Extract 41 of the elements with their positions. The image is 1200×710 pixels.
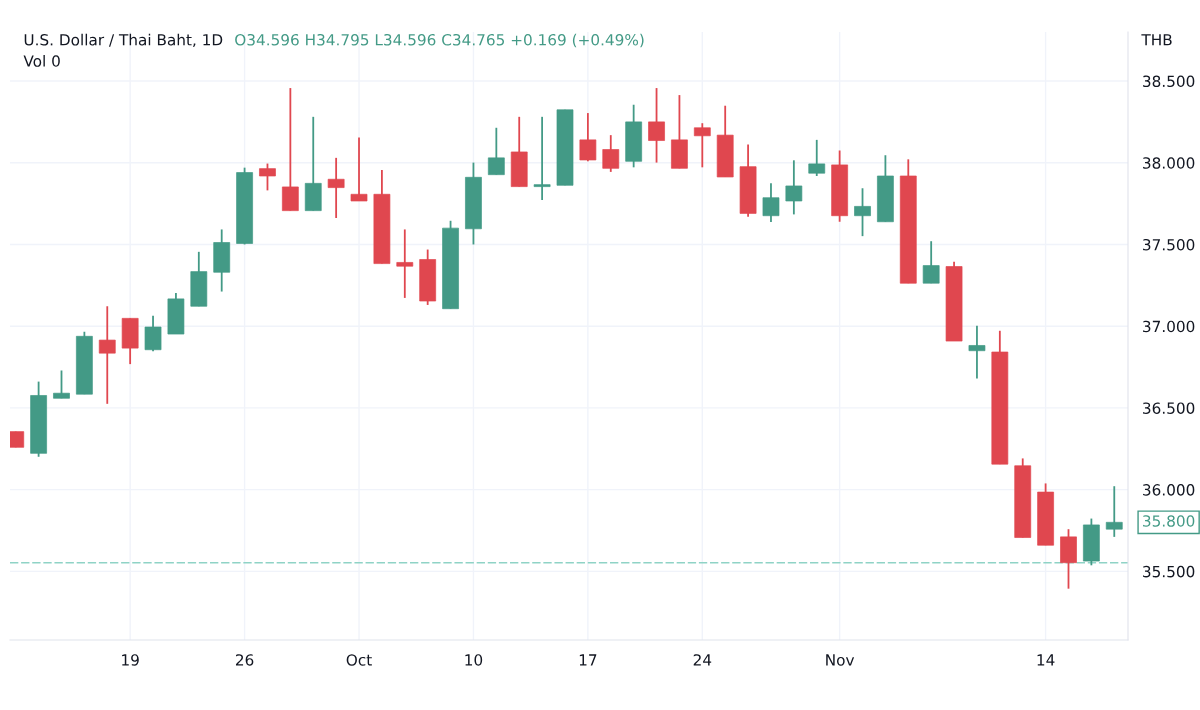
candlestick — [648, 87, 665, 164]
annotation: O34.596 H34.795 L34.596 C34.765 +0.169 (+0.49%) — [235, 33, 644, 48]
y-tick-label: 36.000 — [1143, 484, 1195, 496]
text: 35.800 — [1143, 515, 1195, 527]
candlestick — [350, 136, 368, 202]
candlestick — [968, 324, 986, 380]
x-tick-label: 19 — [122, 654, 139, 666]
candlestick — [602, 134, 620, 173]
x-tick-label: 14 — [1037, 654, 1055, 666]
annotation: U.S. Dollar / Thai Baht, 1D — [24, 33, 223, 48]
x-tick-label: 10 — [465, 654, 483, 666]
candlestick — [808, 138, 826, 177]
candlestick — [762, 182, 780, 223]
candlestick — [53, 369, 70, 400]
candlestick — [396, 228, 414, 299]
y-tick-label: 36.500 — [1143, 402, 1195, 414]
candlestick — [282, 87, 299, 212]
x-tick-label: 17 — [579, 654, 597, 666]
y-tick-label: 37.500 — [1143, 238, 1195, 251]
candlestick — [579, 112, 597, 163]
candlestick — [785, 159, 803, 216]
x-tick-label: 26 — [235, 654, 254, 666]
y-tick-label: 38.500 — [1143, 75, 1195, 88]
candlestick — [259, 162, 276, 192]
annotation: Vol 0 — [23, 55, 60, 67]
x-tick-label: 24 — [693, 654, 712, 666]
candlestick — [533, 115, 551, 201]
candlestick — [922, 240, 940, 285]
candlestick — [854, 187, 871, 238]
y-tick-label: 38.000 — [1143, 157, 1195, 169]
candlestick — [98, 305, 116, 405]
candlestick — [487, 126, 505, 176]
y-axis-title: THB — [1141, 34, 1172, 46]
x-tick-label: Oct — [346, 654, 372, 666]
candlestick — [144, 314, 162, 353]
y-tick-label: 35.500 — [1143, 565, 1195, 578]
candlestick — [327, 156, 345, 219]
x-tick-label: Nov — [826, 654, 855, 666]
candlestick — [1105, 485, 1123, 538]
candlestick — [693, 122, 711, 169]
y-tick-label: 37.000 — [1143, 320, 1195, 333]
